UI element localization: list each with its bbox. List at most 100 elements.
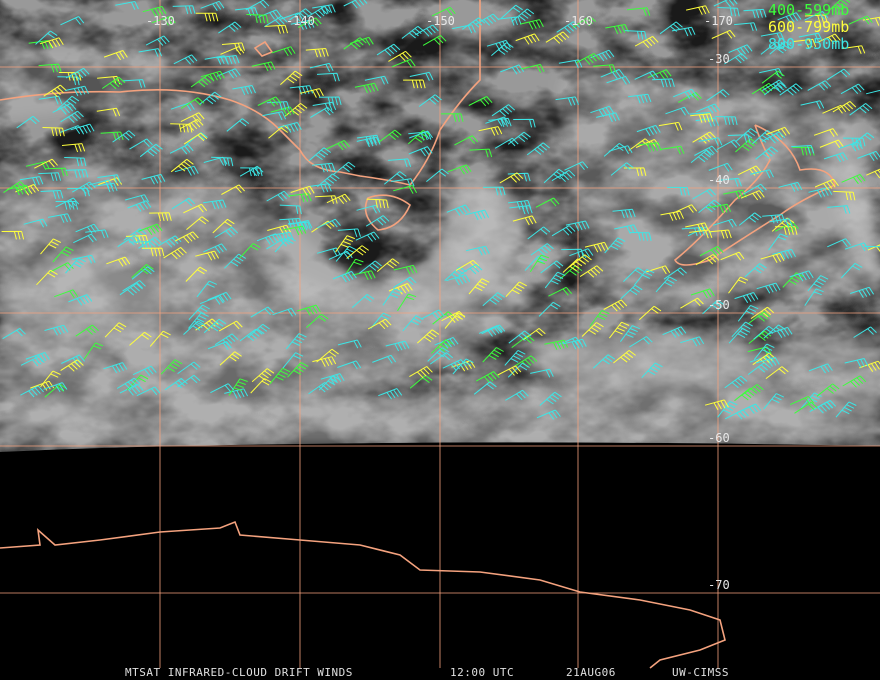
wind-barb	[768, 326, 793, 338]
wind-barb	[731, 321, 753, 338]
wind-barb	[712, 218, 737, 228]
wind-barb	[596, 112, 620, 123]
wind-barb	[318, 375, 341, 391]
wind-barb	[713, 0, 738, 8]
wind-barb	[515, 33, 540, 45]
wind-barb	[40, 238, 62, 255]
wind-barb	[659, 21, 683, 35]
wind-barb	[299, 88, 324, 98]
wind-barb	[715, 116, 738, 126]
wind-barb	[177, 361, 201, 375]
wind-barb	[257, 96, 282, 107]
wind-barb	[343, 0, 368, 9]
wind-barb	[203, 243, 227, 254]
wind-barb	[590, 105, 615, 117]
wind-barb	[103, 362, 128, 374]
wind-barb	[296, 304, 321, 316]
wind-barb	[407, 129, 431, 145]
wind-barb	[183, 203, 208, 214]
wind-barb	[673, 88, 698, 99]
wind-barb	[535, 197, 560, 208]
wind-barb	[391, 178, 415, 187]
wind-barb	[808, 363, 833, 374]
wind-barb	[214, 226, 239, 238]
wind-barb	[16, 115, 40, 129]
wind-barb	[266, 190, 291, 202]
wind-barb	[590, 49, 615, 62]
wind-barb	[734, 292, 759, 304]
caption-date: 21AUG06	[566, 666, 616, 679]
wind-barb	[366, 198, 389, 209]
longitude-label: -170	[704, 14, 733, 28]
wind-barb	[702, 299, 725, 315]
wind-barb	[382, 288, 403, 306]
wind-barb	[376, 43, 401, 57]
wind-barb	[475, 13, 500, 26]
wind-barb	[431, 6, 456, 17]
wind-barb	[473, 381, 497, 395]
wind-barb	[629, 231, 652, 242]
wind-barb	[465, 245, 490, 256]
wind-barb	[762, 79, 786, 92]
wind-barb	[52, 246, 74, 263]
wind-barb	[104, 322, 127, 338]
wind-barb	[866, 168, 880, 179]
wind-barb	[297, 17, 322, 28]
wind-barb	[755, 146, 779, 160]
wind-barb	[170, 158, 194, 173]
wind-barb	[149, 330, 171, 347]
wind-barb	[743, 183, 767, 195]
wind-barb	[696, 103, 721, 114]
latitude-label: -60	[708, 431, 730, 445]
wind-barb	[690, 113, 714, 123]
wind-barb	[752, 352, 776, 366]
wind-barb	[698, 199, 722, 213]
wind-barb	[56, 95, 80, 111]
wind-barb	[447, 164, 472, 175]
wind-barb	[309, 62, 334, 72]
wind-barb	[122, 280, 146, 292]
wind-barb	[500, 64, 525, 75]
wind-barb	[264, 15, 288, 28]
wind-barb	[346, 245, 369, 259]
wind-barb	[475, 371, 500, 384]
wind-barb	[647, 69, 672, 80]
wind-barb	[358, 260, 382, 274]
wind-barb	[826, 68, 851, 81]
wind-barb	[388, 158, 412, 168]
wind-barb	[579, 265, 604, 278]
caption-source: UW-CIMSS	[672, 666, 729, 679]
wind-barb	[204, 55, 229, 65]
wind-barb	[139, 143, 163, 158]
wind-barb	[743, 8, 767, 19]
wind-barb	[335, 235, 355, 253]
wind-barb	[728, 276, 749, 294]
wind-barb	[623, 267, 646, 282]
wind-barb	[807, 80, 832, 91]
wind-barb	[505, 389, 529, 401]
wind-barb	[117, 235, 141, 248]
wind-barb	[756, 282, 781, 294]
wind-barb	[663, 267, 687, 280]
wind-barb	[65, 169, 89, 178]
wind-barb	[814, 178, 839, 191]
wind-barb	[543, 168, 567, 184]
wind-barb	[538, 301, 561, 317]
wind-barb	[388, 283, 413, 295]
wind-barb	[678, 92, 702, 103]
wind-barb	[660, 210, 684, 221]
legend-entry: 600-799mb	[768, 18, 849, 36]
wind-barb	[335, 245, 357, 262]
wind-barb	[216, 55, 240, 65]
wind-barb	[316, 72, 340, 82]
wind-barb	[60, 110, 84, 123]
wind-barb	[58, 72, 82, 81]
wind-barb	[289, 85, 314, 95]
wind-barb	[131, 266, 155, 280]
wind-barb	[232, 85, 256, 96]
wind-barb	[769, 41, 792, 55]
wind-barb	[505, 281, 527, 298]
wind-barb	[465, 209, 490, 221]
wind-barb	[290, 19, 315, 30]
